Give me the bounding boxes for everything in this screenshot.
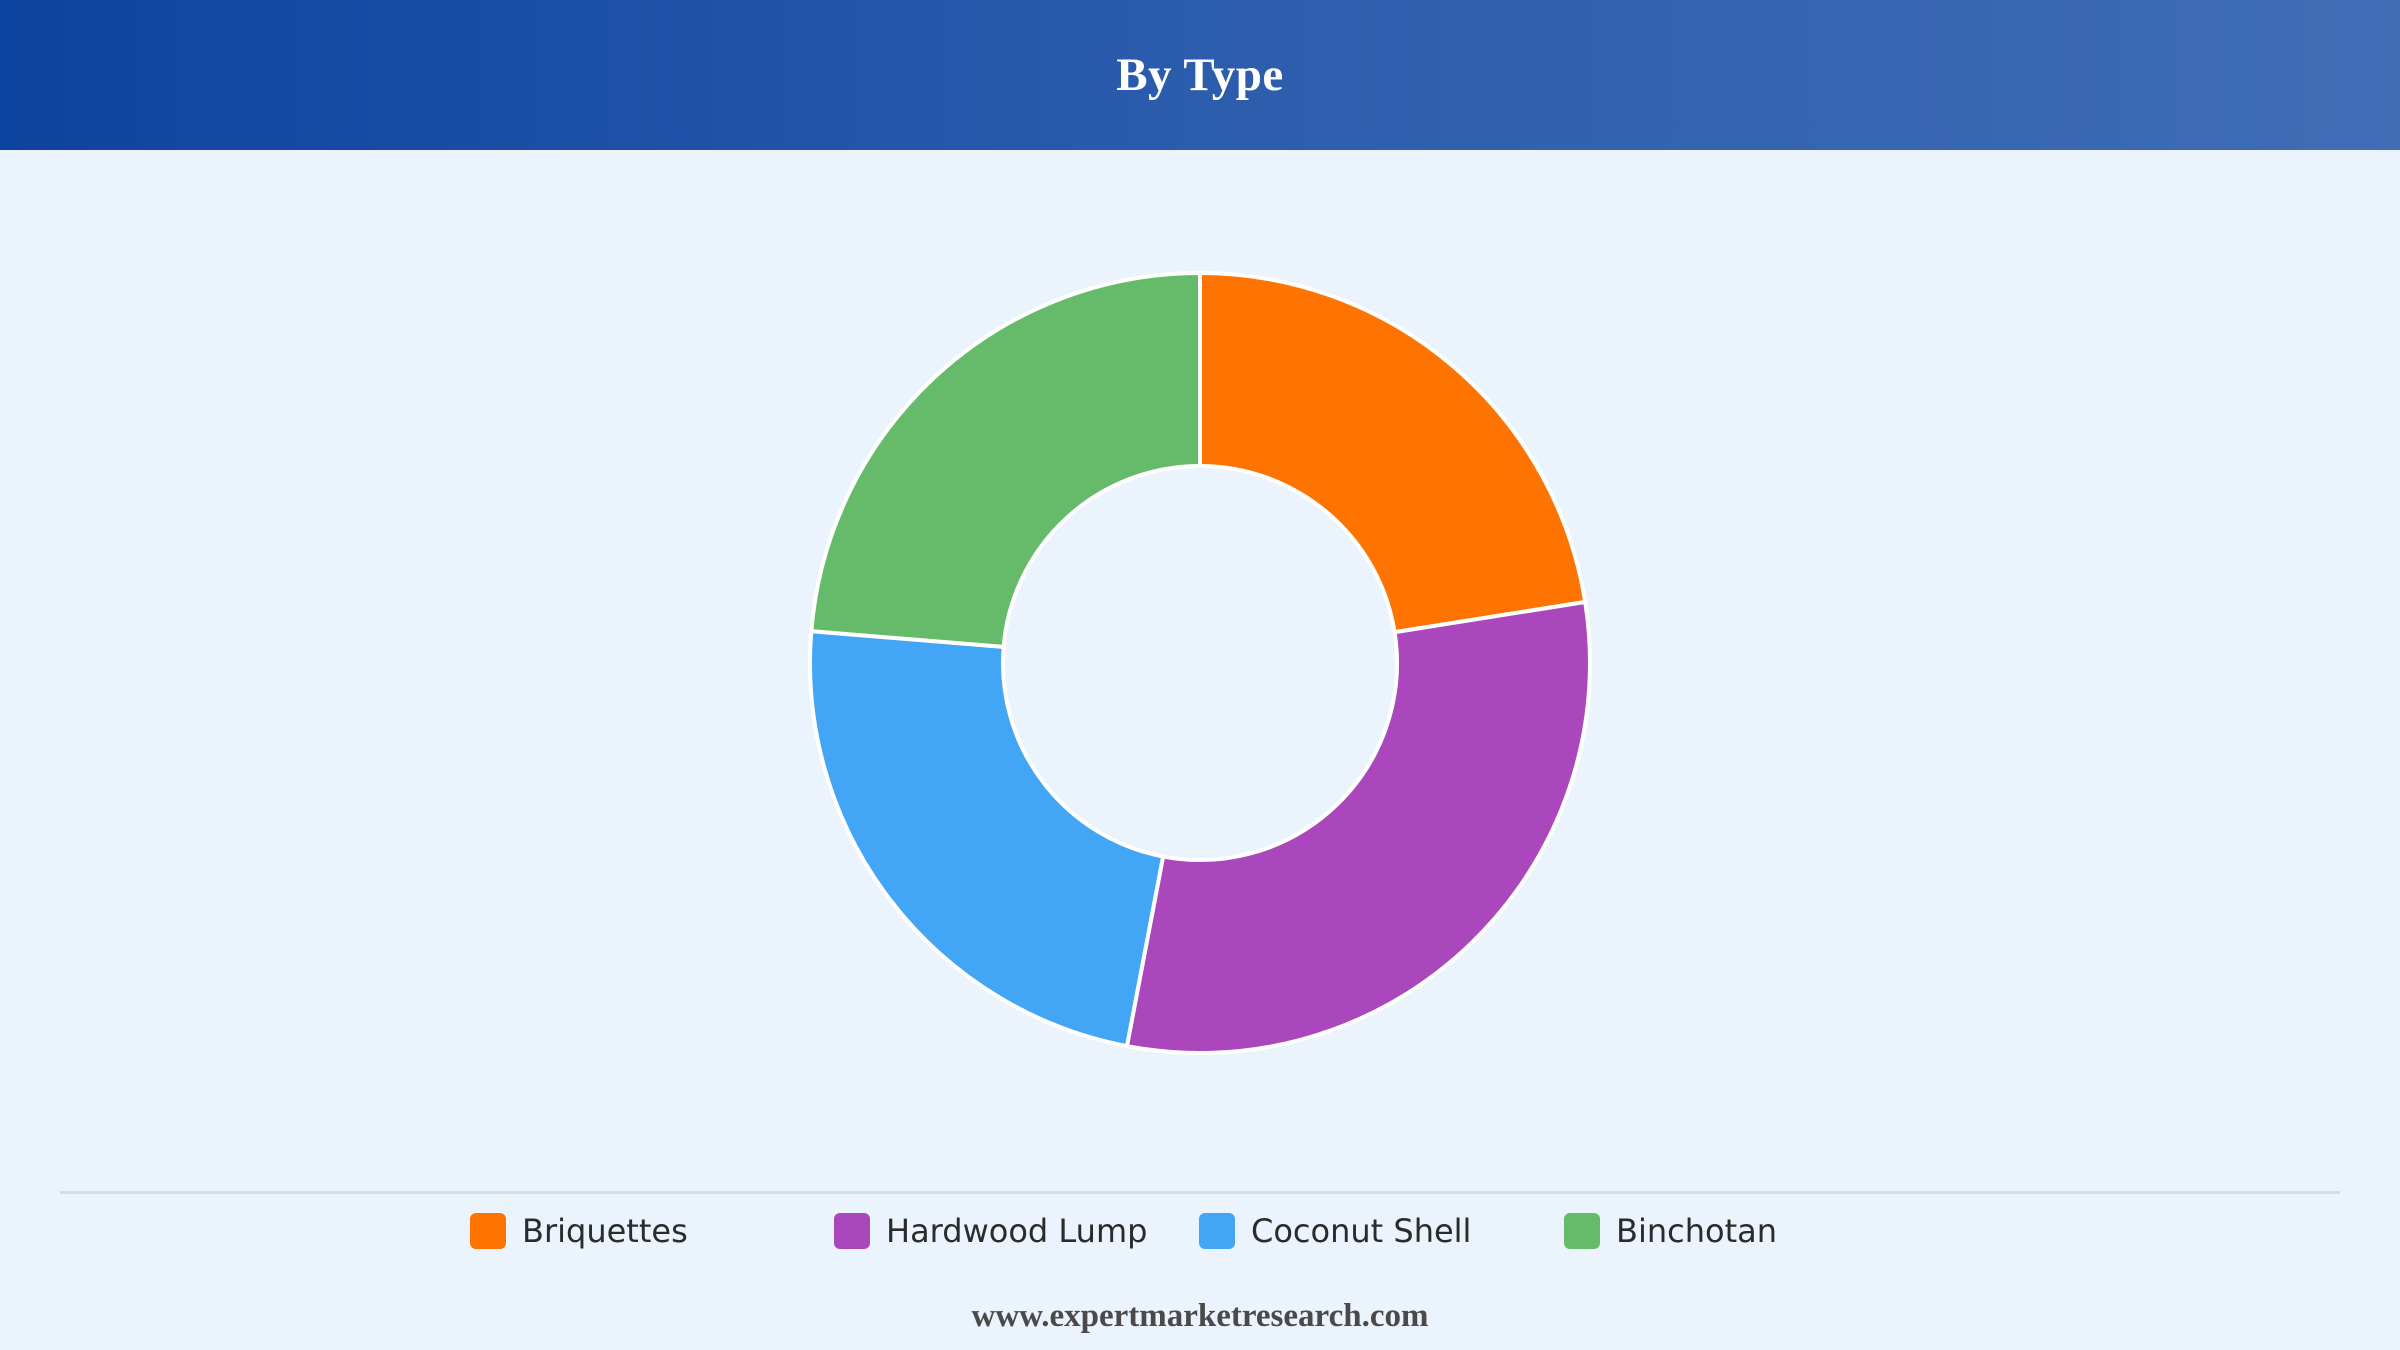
legend-label-binchotan: Binchotan [1616,1212,1778,1250]
donut-slice-binchotan [809,271,1202,649]
legend-label-hardwood-lump: Hardwood Lump [886,1212,1148,1250]
chart-header: By Type [0,0,2400,150]
donut-chart [808,271,1592,1055]
legend-label-briquettes: Briquettes [522,1212,688,1250]
donut-slice-hardwood-lump [1124,599,1592,1055]
legend-label-coconut-shell: Coconut Shell [1251,1212,1472,1250]
legend-item-coconut-shell: Coconut Shell [1199,1205,1471,1257]
legend-swatch-hardwood-lump [834,1213,870,1249]
legend-swatch-briquettes [470,1213,506,1249]
chart-title: By Type [1116,49,1284,101]
legend-item-hardwood-lump: Hardwood Lump [834,1205,1147,1257]
legend-item-binchotan: Binchotan [1564,1205,1777,1257]
chart-area [0,150,2400,1190]
legend-divider [60,1191,2340,1194]
donut-slice-briquettes [1198,271,1588,635]
legend-swatch-coconut-shell [1199,1213,1235,1249]
legend-swatch-binchotan [1564,1213,1600,1249]
legend-item-briquettes: Briquettes [470,1205,688,1257]
source-footer: www.expertmarketresearch.com [971,1298,1429,1334]
donut-slice-coconut-shell [808,629,1166,1049]
chart-legend: Briquettes Hardwood Lump Coconut Shell B… [0,1205,2400,1257]
